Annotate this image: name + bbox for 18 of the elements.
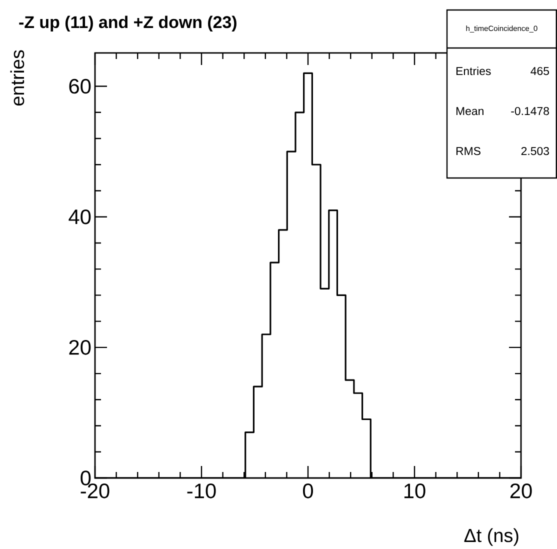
x-tick-label: 0 [303,483,313,498]
x-tick-label: -20 [80,483,110,498]
y-tick-label: 40 [68,209,91,224]
annotation: RMS [456,146,480,155]
x-axis-title: Δt (ns) [464,528,518,546]
x-tick-label: 10 [404,483,426,498]
x-tick-label: -10 [187,483,216,498]
annotation: Mean [456,107,484,115]
annotation: Entries [456,66,491,75]
y-axis-title: entries [10,50,24,106]
x-tick-label: 20 [510,483,532,498]
y-tick-label: 60 [69,78,91,94]
chart-title: -Z up (11) and +Z down (23) [19,16,236,32]
annotation: -0.1478 [511,106,549,115]
text: 465 [530,66,550,75]
text: 2.503 [521,146,549,155]
y-tick-label: 0 [80,470,91,486]
y-tick-label: 20 [69,340,91,355]
